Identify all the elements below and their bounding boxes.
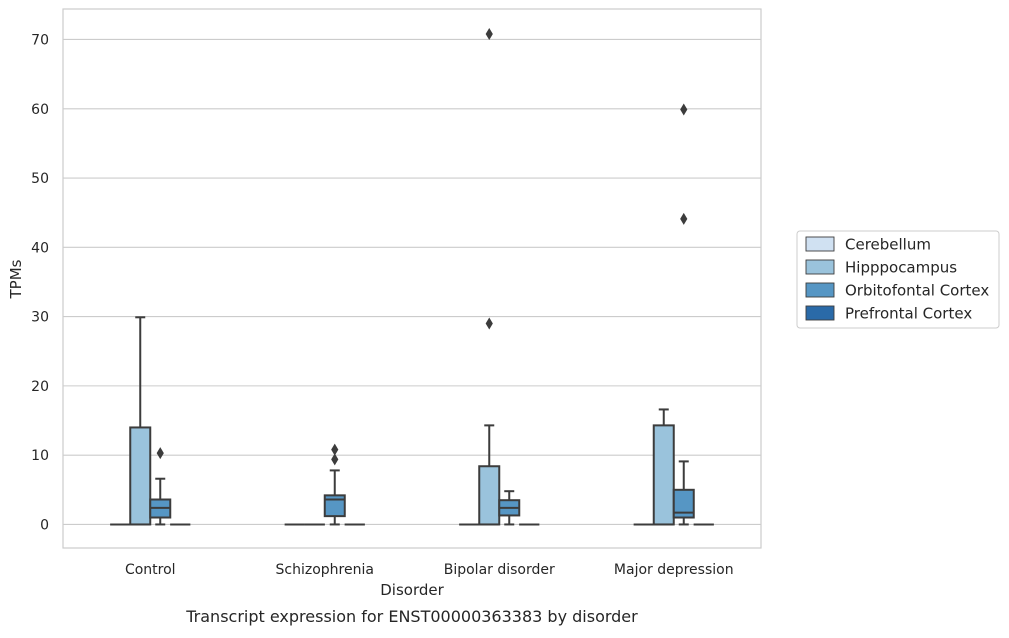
legend: Cerebellum Hipppocampus Orbitofontal Corte… <box>796 230 1000 329</box>
legend-swatch <box>805 282 835 298</box>
y-axis-label: TPMs <box>7 259 25 299</box>
outlier-point <box>680 212 688 225</box>
y-tick-label: 60 <box>31 102 49 118</box>
x-tick-label: Bipolar disorder <box>444 562 555 578</box>
box-group <box>149 447 172 526</box>
legend-swatch <box>805 259 835 275</box>
x-tick-label: Control <box>125 562 176 578</box>
x-axis-label: Disorder <box>380 581 444 599</box>
y-tick-label: 70 <box>31 32 49 48</box>
outlier-point <box>331 453 339 466</box>
plot-area <box>62 8 762 549</box>
box <box>323 494 346 518</box>
legend-frame <box>796 230 1000 329</box>
y-tick-labels: 0 10 20 30 40 50 60 70 <box>31 32 49 533</box>
y-tick-label: 20 <box>31 379 49 395</box>
box <box>478 465 501 526</box>
box-group <box>498 490 521 526</box>
gridlines <box>63 38 761 525</box>
outlier-point <box>331 443 339 456</box>
outlier-point <box>680 103 688 116</box>
box <box>672 488 695 519</box>
box-group <box>478 27 501 526</box>
x-tick-labels: Control Schizophrenia Bipolar disorder Majo… <box>125 562 734 578</box>
outlier-point <box>485 317 493 330</box>
y-tick-label: 10 <box>31 448 49 464</box>
box <box>652 424 675 526</box>
legend-swatch <box>805 236 835 252</box>
legend-label: Cerebellum <box>845 236 931 254</box>
legend-label: Orbitofontal Cortex <box>845 282 989 300</box>
box <box>129 426 152 526</box>
outlier-point <box>485 27 493 40</box>
box-group <box>652 408 675 526</box>
box-group <box>672 103 695 526</box>
y-tick-label: 50 <box>31 171 49 187</box>
legend-label: Prefrontal Cortex <box>845 305 972 323</box>
box-group <box>129 316 152 526</box>
y-tick-label: 0 <box>40 517 49 533</box>
boxes <box>110 27 714 526</box>
chart-caption: Transcript expression for ENST0000036338… <box>185 607 638 626</box>
box-group <box>323 443 346 526</box>
legend-label: Hipppocampus <box>845 259 957 277</box>
y-tick-label: 40 <box>31 240 49 256</box>
outlier-point <box>156 447 164 460</box>
y-tick-label: 30 <box>31 310 49 326</box>
x-tick-label: Major depression <box>614 562 734 578</box>
legend-swatch <box>805 305 835 321</box>
x-tick-label: Schizophrenia <box>276 562 374 578</box>
